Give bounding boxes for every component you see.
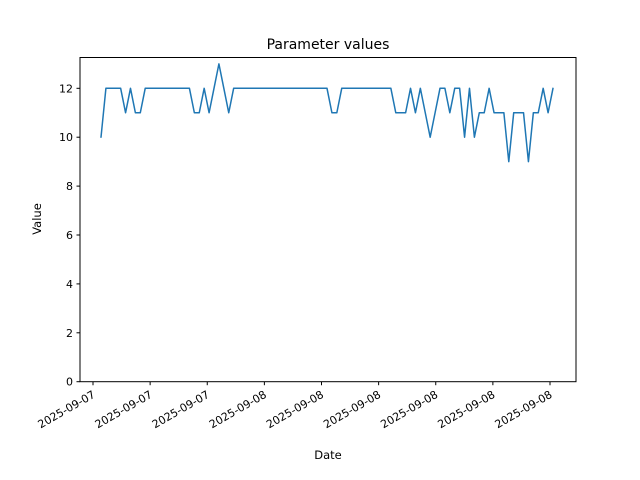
x-tick-label: 2025-09-07 — [93, 388, 155, 431]
x-tick-label: 2025-09-08 — [207, 388, 269, 431]
x-tick-label: 2025-09-08 — [321, 388, 383, 431]
data-line-parameter-values — [100, 63, 554, 163]
y-tick-label: 12 — [59, 82, 73, 95]
x-tick-label: 2025-09-07 — [36, 388, 98, 431]
x-tick-label: 2025-09-08 — [378, 388, 440, 431]
x-axis-label: Date — [314, 448, 342, 462]
y-tick-label: 0 — [66, 376, 73, 389]
y-tick-label: 2 — [66, 327, 73, 340]
y-tick-label: 6 — [66, 229, 73, 242]
axes-frame — [79, 57, 577, 383]
x-tick-label: 2025-09-08 — [264, 388, 326, 431]
y-tick-label: 4 — [66, 278, 73, 291]
y-tick-label: 8 — [66, 180, 73, 193]
x-tick-label: 2025-09-07 — [150, 388, 212, 431]
chart-title: Parameter values — [266, 37, 390, 53]
x-tick-label: 2025-09-08 — [436, 388, 498, 431]
x-tick-label: 2025-09-08 — [493, 388, 555, 431]
y-tick-label: 10 — [59, 131, 73, 144]
